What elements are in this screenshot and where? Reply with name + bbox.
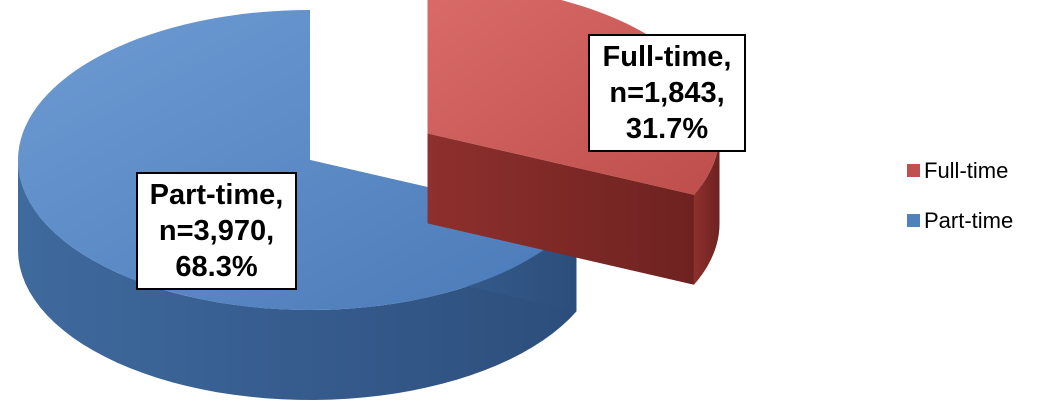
data-label-part-time-line-2: n=3,970,	[158, 215, 275, 247]
legend-label-part-time: Part-time	[924, 208, 1014, 233]
slice-full-time-side	[693, 133, 720, 285]
legend-label-full-time: Full-time	[924, 158, 1009, 183]
data-label-full-time-line-3: 31.7%	[625, 113, 709, 145]
data-label-part-time: Part-time, n=3,970, 68.3%	[136, 172, 297, 290]
legend: Full-time Part-time	[907, 158, 1032, 258]
slice-part-time-side	[18, 160, 577, 400]
data-label-part-time-line-3: 68.3%	[175, 251, 258, 283]
slice-full-time-wall	[427, 133, 694, 285]
data-label-full-time-line-1: Full-time,	[602, 41, 732, 73]
legend-swatch-part-time	[907, 214, 920, 227]
data-label-part-time-line-1: Part-time,	[149, 179, 284, 211]
legend-item-full-time: Full-time	[907, 158, 1032, 184]
legend-swatch-full-time	[907, 164, 920, 177]
data-label-full-time-line-2: n=1,843,	[609, 77, 725, 109]
data-label-full-time: Full-time, n=1,843, 31.7%	[588, 34, 746, 152]
legend-item-part-time: Part-time	[907, 208, 1032, 234]
